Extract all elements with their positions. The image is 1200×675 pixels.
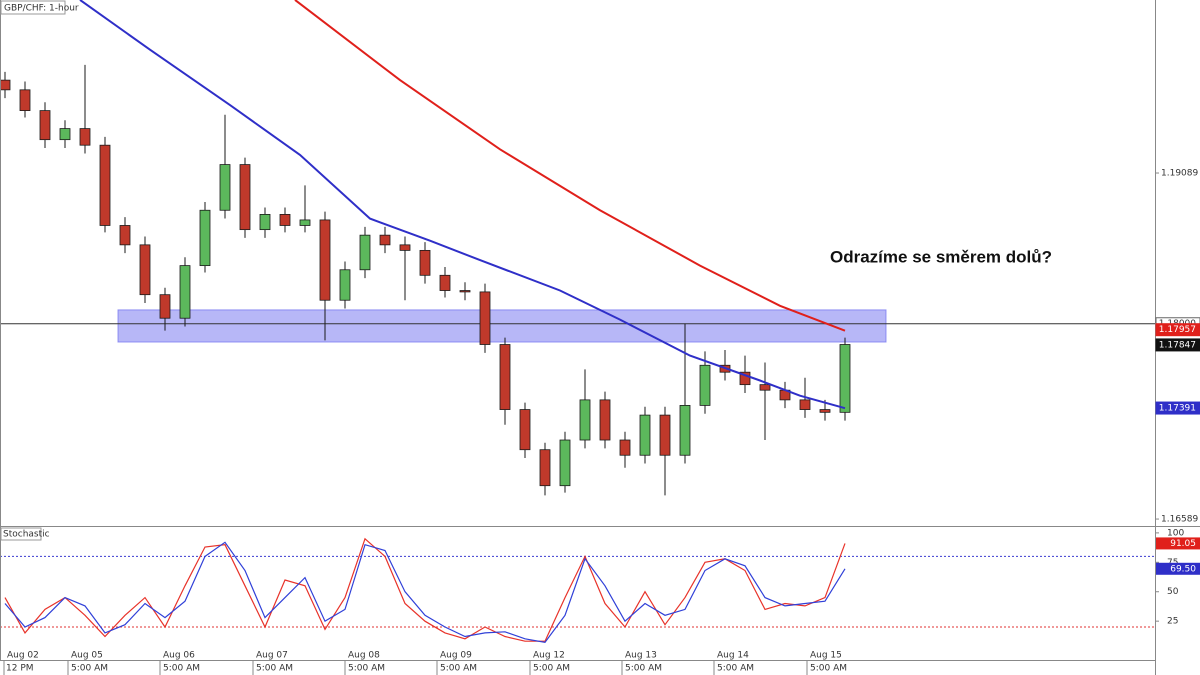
candle-body [759,384,771,391]
stochastic-line [4,537,846,642]
stochastic-tick-label: 50 [1167,587,1179,597]
candle-body [459,290,471,293]
price-label-box [1155,401,1200,415]
candle-body [839,344,851,413]
candle-body [499,344,511,410]
annotation: Odrazíme se směrem dolů? [830,247,1052,266]
x-time-label: 12 PM [6,664,34,674]
x-time-label: 5:00 AM [256,664,293,674]
candle-body [339,269,351,301]
stochastic-label: 91.05 [1170,539,1196,549]
candle-body [739,371,751,386]
candle-body [79,128,91,146]
x-tick-label: Aug 07 [256,651,288,661]
candle-body [419,249,431,276]
stochastic-label: 69.50 [1170,564,1196,574]
x-tick-label: Aug 02 [7,651,39,661]
x-tick-label: Aug 08 [348,651,380,661]
x-time-label: 5:00 AM [717,664,754,674]
price-label: 1.17391 [1159,404,1196,414]
moving-average [79,0,846,410]
chart-title: GBP/CHF: 1-hour [4,4,79,14]
x-tick-label: Aug 13 [625,651,657,661]
stochastic-line [4,541,846,643]
candle-body [19,89,31,111]
candle-body [659,414,671,456]
x-time-label: 5:00 AM [163,664,200,674]
moving-average [294,0,846,332]
candle-body [239,164,251,231]
candle-body [199,209,211,267]
candle-body [619,439,631,456]
labels: 1.190891.165891.180001.179571.178471.173… [6,169,1200,674]
title-box [0,0,66,15]
stochastic-title: Stochastic [3,530,50,540]
price-label-box [1155,323,1200,337]
price-label: 1.17847 [1159,340,1196,350]
x-time-label: 5:00 AM [810,664,847,674]
candle-body [639,414,651,456]
candle-body [699,364,711,406]
price-label-box [1155,338,1200,352]
candle-body [379,234,391,246]
candle-body [519,409,531,451]
candle-body [359,234,371,271]
price-label: 1.17957 [1159,325,1196,335]
candle-body [159,294,171,319]
candle-body [0,79,11,91]
candle-body [819,409,831,413]
candle-body [179,265,191,319]
candle-body [59,128,71,141]
x-time-label: 5:00 AM [625,664,662,674]
price-pane [0,0,1155,496]
candle-body [799,399,811,410]
stochastic-tick-label: 25 [1167,617,1178,627]
x-tick-label: Aug 15 [810,651,842,661]
candle-body [679,405,691,456]
candle-body [139,244,151,296]
candle-body [599,399,611,441]
y-tick-label: 1.16589 [1161,515,1198,525]
stochastic-label-box [1156,562,1200,575]
candle-body [99,144,111,226]
x-tick-label: Aug 05 [71,651,103,661]
stochastic-label-box [1156,537,1200,550]
candle-body [539,449,551,487]
stochastic-pane [0,537,1155,643]
candle-body [319,219,331,301]
x-tick-label: Aug 12 [533,651,565,661]
candle-body [399,244,411,251]
stochastic-tick-label: 100 [1167,528,1184,538]
candle-body [219,164,231,211]
x-time-label: 5:00 AM [440,664,477,674]
y-tick-label: 1.19089 [1161,169,1198,179]
candle-body [39,110,51,141]
candle-body [119,225,131,246]
x-tick-label: Aug 14 [717,651,749,661]
candle-body [279,214,291,226]
candle-body [559,439,571,487]
candle-body [259,214,271,231]
x-time-label: 5:00 AM [71,664,108,674]
x-tick-label: Aug 09 [440,651,472,661]
candle-body [579,399,591,441]
x-time-label: 5:00 AM [348,664,385,674]
stochastic-title-box [0,527,42,541]
x-time-label: 5:00 AM [533,664,570,674]
candle-body [299,219,311,226]
candle-body [439,274,451,291]
x-tick-label: Aug 06 [163,651,195,661]
candle-body [479,291,491,345]
support-zone [117,309,887,343]
